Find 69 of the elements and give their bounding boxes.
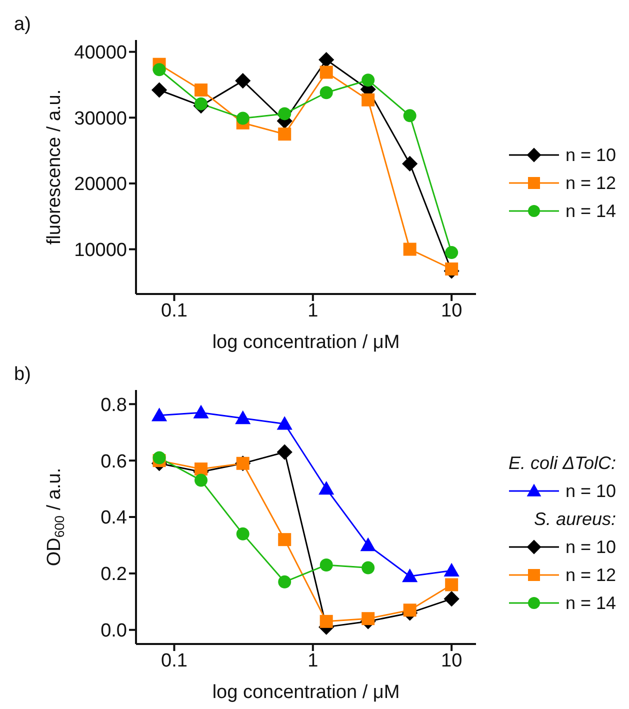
chart-title: a) xyxy=(14,14,31,35)
legend-label: n = 12 xyxy=(565,172,616,194)
x-axis-title: log concentration / μM xyxy=(212,682,400,703)
legend-label: n = 12 xyxy=(565,564,616,586)
point xyxy=(320,614,333,628)
point xyxy=(403,242,416,256)
legend-label: n = 14 xyxy=(565,200,616,222)
point xyxy=(235,410,251,424)
point xyxy=(362,561,375,574)
point xyxy=(236,112,250,125)
point xyxy=(402,568,418,582)
text: S. aureus: xyxy=(532,508,616,531)
x-tick-label: 1 xyxy=(308,650,318,672)
y-axis-title: fluorescence / a.u. xyxy=(44,89,65,245)
x-axis-title: log concentration / μM xyxy=(212,332,400,353)
point xyxy=(362,74,375,87)
y-tick-label: 30000 xyxy=(74,108,127,130)
y-tick-label: 0.6 xyxy=(100,451,127,472)
point xyxy=(278,575,292,588)
point xyxy=(276,416,292,430)
point xyxy=(362,93,375,106)
x-tick-label: 0.1 xyxy=(161,300,188,322)
point xyxy=(362,612,375,626)
point xyxy=(320,66,333,79)
point xyxy=(152,63,166,76)
point xyxy=(444,591,460,607)
text: E. coli ΔTolC: xyxy=(508,452,616,475)
legend-label: n = 14 xyxy=(565,592,616,614)
point xyxy=(151,408,168,422)
y-tick-label: 0.4 xyxy=(100,508,128,529)
y-tick-label: 40000 xyxy=(74,42,127,64)
x-tick-label: 0.1 xyxy=(161,650,188,672)
point xyxy=(194,97,208,110)
x-tick-label: 1 xyxy=(308,300,318,322)
point xyxy=(403,604,416,617)
y-tick-label: 0.0 xyxy=(100,620,127,642)
point xyxy=(445,578,458,592)
point xyxy=(318,480,334,495)
legend-label: n = 10 xyxy=(565,144,616,166)
point xyxy=(151,82,168,98)
point xyxy=(278,128,292,141)
point xyxy=(152,451,166,464)
point xyxy=(360,537,376,552)
point xyxy=(276,444,292,460)
point xyxy=(194,462,208,476)
chart-title: b) xyxy=(14,364,31,385)
point xyxy=(278,533,292,546)
point xyxy=(445,246,458,260)
y-tick-label: 10000 xyxy=(74,240,127,261)
point xyxy=(235,73,251,89)
y-tick-label: 0.2 xyxy=(100,564,127,586)
y-tick-label: 0.8 xyxy=(100,394,127,416)
point xyxy=(320,86,333,100)
y-tick-label: 20000 xyxy=(74,174,127,196)
point xyxy=(278,107,292,120)
point xyxy=(444,562,460,576)
point xyxy=(320,558,333,572)
x-tick-label: 10 xyxy=(441,300,462,322)
point xyxy=(193,404,209,418)
point xyxy=(445,262,458,276)
point xyxy=(403,109,416,122)
point xyxy=(318,52,334,68)
x-tick-label: 10 xyxy=(441,650,462,672)
point xyxy=(236,527,250,540)
point xyxy=(402,156,418,172)
point xyxy=(194,474,208,487)
point xyxy=(194,84,208,97)
legend-label: n = 10 xyxy=(565,480,616,502)
legend-label: n = 10 xyxy=(565,536,616,558)
